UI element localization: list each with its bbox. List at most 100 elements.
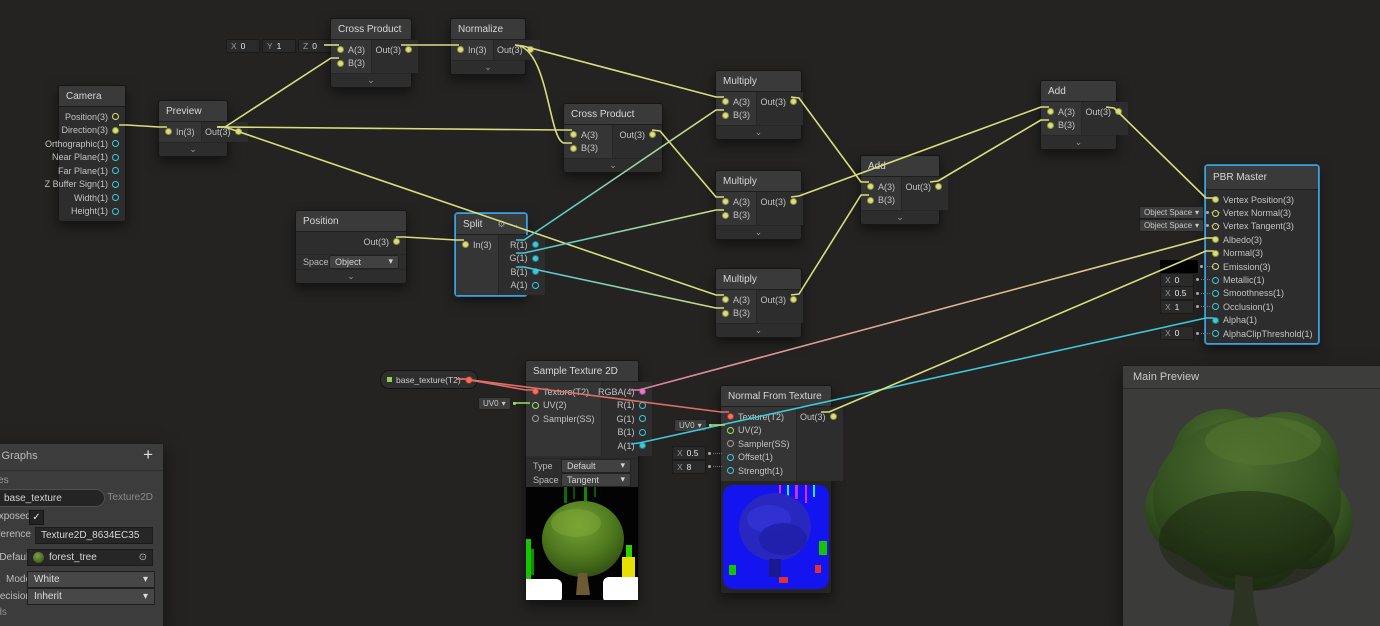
node-header[interactable]: PBR Master: [1206, 166, 1318, 190]
chevron-down-icon[interactable]: ⌄: [296, 268, 406, 283]
space-dropdown[interactable]: Tangent ▾: [561, 472, 631, 487]
port-alpha[interactable]: [1212, 316, 1219, 324]
port-occlusion[interactable]: [1212, 303, 1219, 311]
node-normal-from-texture[interactable]: Normal From Texture Texture(T2) UV(2) Sa…: [720, 385, 843, 594]
node-cross-product-1[interactable]: Cross Product A(3) B(3) Out(3) ⌄: [330, 18, 419, 88]
port-out[interactable]: [790, 98, 798, 106]
port-r[interactable]: [531, 241, 539, 249]
port-orthographic[interactable]: [112, 140, 119, 148]
type-dropdown[interactable]: Default ▾: [561, 458, 631, 473]
object-space-dropdown[interactable]: Object Space ▾: [1139, 219, 1205, 232]
port-vertex-normal[interactable]: [1212, 209, 1219, 217]
port-texture[interactable]: [532, 388, 539, 396]
port-out[interactable]: [790, 198, 798, 206]
node-split[interactable]: Split ⚙ ⌄ In(3) R(1) G(1) B(1) A(1): [455, 213, 545, 296]
port-vertex-position[interactable]: [1212, 196, 1219, 204]
port-uv[interactable]: [532, 401, 539, 409]
port-b[interactable]: [867, 196, 874, 204]
port-b[interactable]: [722, 211, 729, 219]
port-out[interactable]: [234, 128, 242, 136]
port-alpha-clip-threshold[interactable]: [1212, 330, 1219, 338]
node-pbr-master[interactable]: PBR Master Vertex Position(3) Vertex Nor…: [1205, 165, 1319, 345]
port-b[interactable]: [1047, 121, 1054, 129]
node-camera[interactable]: Camera Position(3) Direction(3) Orthogra…: [45, 85, 126, 222]
port-b[interactable]: [570, 144, 577, 152]
node-header[interactable]: Split ⚙ ⌄: [456, 214, 526, 235]
port-strength[interactable]: [727, 467, 734, 475]
port-out[interactable]: [526, 46, 534, 54]
port-a[interactable]: [337, 46, 344, 54]
property-node-base-texture[interactable]: base_texture(T2): [380, 370, 478, 389]
port-a[interactable]: [531, 281, 539, 289]
add-property-button[interactable]: +: [143, 445, 153, 464]
port-out[interactable]: [649, 131, 656, 139]
object-picker-icon[interactable]: ⊙: [138, 552, 147, 563]
port-a[interactable]: [867, 183, 874, 191]
port-b[interactable]: [638, 428, 646, 436]
object-space-dropdown[interactable]: Object Space ▾: [1139, 205, 1205, 219]
exposed-checkbox[interactable]: ✓: [29, 510, 44, 525]
default-object-field[interactable]: forest_tree ⊙: [27, 549, 153, 566]
main-preview-header[interactable]: Main Preview: [1123, 366, 1380, 389]
uv0-dropdown[interactable]: UV0 ▾: [478, 397, 511, 410]
chevron-down-icon[interactable]: ⌄: [716, 225, 801, 239]
port-sampler[interactable]: [727, 440, 734, 448]
port-a[interactable]: [1047, 108, 1054, 116]
node-header[interactable]: Multiply: [716, 171, 801, 192]
port-offset[interactable]: [727, 453, 734, 461]
node-sample-texture-2d[interactable]: Sample Texture 2D Texture(T2) UV(2) Samp…: [525, 360, 652, 601]
port-sampler[interactable]: [532, 415, 539, 423]
space-dropdown[interactable]: Object ▾: [329, 254, 399, 269]
port-smoothness[interactable]: [1212, 289, 1219, 297]
gear-icon[interactable]: ⚙: [497, 218, 506, 229]
node-header[interactable]: Multiply: [716, 269, 801, 290]
mode-dropdown[interactable]: White ▾: [27, 571, 155, 588]
node-camera-header[interactable]: Camera: [59, 86, 125, 107]
port-b[interactable]: [531, 268, 539, 276]
port-out[interactable]: [1115, 108, 1123, 116]
node-add-2[interactable]: Add A(3) B(3) Out(3) ⌄: [1040, 80, 1129, 150]
port-a[interactable]: [638, 442, 646, 450]
node-header[interactable]: Cross Product: [564, 104, 662, 125]
port-out[interactable]: [790, 296, 798, 304]
port-height[interactable]: [112, 207, 119, 215]
node-header[interactable]: Sample Texture 2D: [526, 361, 638, 382]
node-position[interactable]: Position Out(3) Space Object ▾ ⌄: [295, 210, 407, 284]
port-a[interactable]: [722, 296, 729, 304]
node-cross-product-2[interactable]: Cross Product A(3) B(3) Out(3) ⌄: [563, 103, 663, 173]
port-far-plane[interactable]: [112, 167, 119, 175]
port-direction[interactable]: [112, 126, 119, 134]
port-normal[interactable]: [1212, 249, 1219, 257]
port-a[interactable]: [570, 131, 577, 139]
chevron-down-icon[interactable]: ⌄: [861, 210, 939, 224]
chevron-down-icon[interactable]: ⌄: [451, 59, 525, 74]
port-b[interactable]: [722, 111, 729, 119]
port-texture[interactable]: [727, 413, 734, 421]
node-multiply-2[interactable]: Multiply A(3) B(3) Out(3) ⌄: [715, 170, 804, 240]
port-vertex-tangent[interactable]: [1212, 222, 1219, 230]
emission-color-swatch[interactable]: [1160, 259, 1198, 273]
port-metallic[interactable]: [1212, 276, 1219, 284]
node-preview-header[interactable]: Preview: [159, 101, 227, 122]
port-out[interactable]: [935, 183, 943, 191]
port-in[interactable]: [165, 128, 172, 136]
offset-field[interactable]: X 0.5: [672, 446, 706, 460]
port-out[interactable]: [405, 46, 413, 54]
chevron-down-icon[interactable]: ⌄: [511, 218, 519, 229]
node-multiply-1[interactable]: Multiply A(3) B(3) Out(3) ⌄: [715, 70, 804, 140]
property-pill[interactable]: base_texture: [0, 489, 105, 507]
precision-dropdown[interactable]: Inherit ▾: [27, 588, 155, 605]
port-out[interactable]: [393, 238, 400, 246]
chevron-down-icon[interactable]: ⌄: [159, 141, 227, 156]
port-g[interactable]: [638, 415, 646, 423]
node-header[interactable]: Cross Product: [331, 19, 411, 40]
node-normalize[interactable]: Normalize In(3) Out(3) ⌄: [450, 18, 540, 75]
node-multiply-3[interactable]: Multiply A(3) B(3) Out(3) ⌄: [715, 268, 804, 338]
